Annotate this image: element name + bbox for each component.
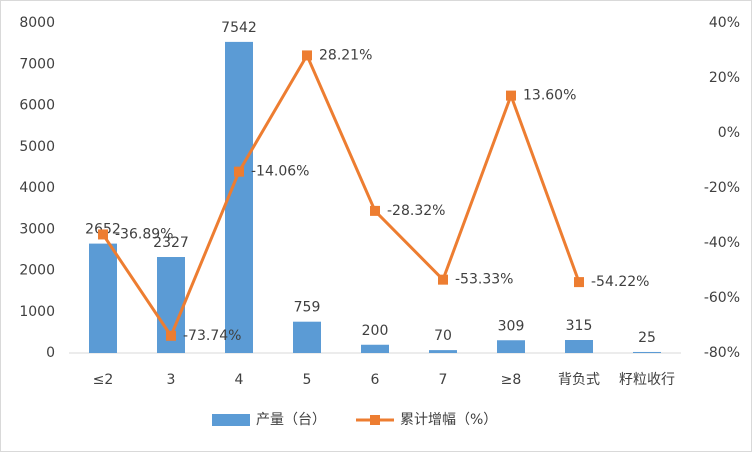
bar bbox=[565, 340, 593, 353]
bar-value-label: 309 bbox=[498, 318, 525, 334]
y-tick-label: 4000 bbox=[19, 180, 55, 196]
x-tick-label: 5 bbox=[303, 372, 312, 388]
bar bbox=[429, 350, 457, 353]
y2-tick-label: 40% bbox=[709, 15, 740, 31]
y-tick-label: 0 bbox=[46, 345, 55, 361]
bar-value-label: 315 bbox=[566, 318, 593, 334]
y-tick-label: 7000 bbox=[19, 56, 55, 72]
line-marker bbox=[506, 90, 516, 101]
line-value-label: 28.21% bbox=[319, 47, 372, 63]
line-value-label: -54.22% bbox=[591, 274, 649, 290]
line-marker bbox=[302, 50, 312, 61]
bar-value-label: 25 bbox=[638, 330, 656, 346]
legend-swatch bbox=[370, 415, 380, 425]
bar-value-label: 7542 bbox=[221, 20, 257, 36]
bar bbox=[293, 321, 321, 353]
bar bbox=[89, 243, 117, 353]
x-tick-label: 7 bbox=[439, 372, 448, 388]
x-tick-label: ≥8 bbox=[501, 372, 522, 388]
line-value-label: -73.74% bbox=[183, 328, 241, 344]
line-marker bbox=[370, 205, 380, 216]
y2-tick-label: -80% bbox=[704, 345, 740, 361]
y-tick-label: 6000 bbox=[19, 98, 55, 114]
bar-value-label: 2327 bbox=[153, 235, 189, 251]
y-tick-label: 3000 bbox=[19, 221, 55, 237]
line-value-label: -14.06% bbox=[251, 164, 309, 180]
y-tick-label: 8000 bbox=[19, 15, 55, 31]
line-marker bbox=[98, 229, 108, 240]
bar-value-label: 70 bbox=[434, 328, 452, 344]
x-tick-label: ≤2 bbox=[93, 372, 114, 388]
x-tick-label: 6 bbox=[371, 372, 380, 388]
x-tick-label: 背负式 bbox=[558, 372, 600, 388]
y-tick-label: 1000 bbox=[19, 304, 55, 320]
x-tick-label: 籽粒收行 bbox=[619, 372, 675, 388]
line-value-label: -53.33% bbox=[455, 272, 513, 288]
y2-tick-label: -20% bbox=[704, 180, 740, 196]
line-marker bbox=[234, 166, 244, 177]
legend-swatch bbox=[212, 414, 250, 426]
x-tick-label: 4 bbox=[235, 372, 244, 388]
line-marker bbox=[166, 330, 176, 341]
line-marker bbox=[574, 277, 584, 288]
y-tick-label: 2000 bbox=[19, 263, 55, 279]
x-tick-label: 3 bbox=[167, 372, 176, 388]
line-marker bbox=[438, 274, 448, 285]
y2-tick-label: 0% bbox=[718, 125, 740, 141]
line-value-label: -28.32% bbox=[387, 203, 445, 219]
line-value-label: -36.89% bbox=[115, 226, 173, 242]
bar bbox=[361, 344, 389, 353]
bar-value-label: 200 bbox=[362, 323, 389, 339]
bar bbox=[497, 340, 525, 353]
y2-tick-label: -60% bbox=[704, 290, 740, 306]
legend-label: 产量（台） bbox=[256, 412, 326, 428]
line bbox=[101, 52, 581, 339]
legend-label: 累计增幅（%） bbox=[400, 412, 497, 428]
bar-value-label: 759 bbox=[294, 300, 321, 316]
y2-tick-label: 20% bbox=[709, 70, 740, 86]
bar bbox=[633, 351, 661, 353]
line-value-label: 13.60% bbox=[523, 88, 576, 104]
y-tick-label: 5000 bbox=[19, 139, 55, 155]
y2-tick-label: -40% bbox=[704, 235, 740, 251]
